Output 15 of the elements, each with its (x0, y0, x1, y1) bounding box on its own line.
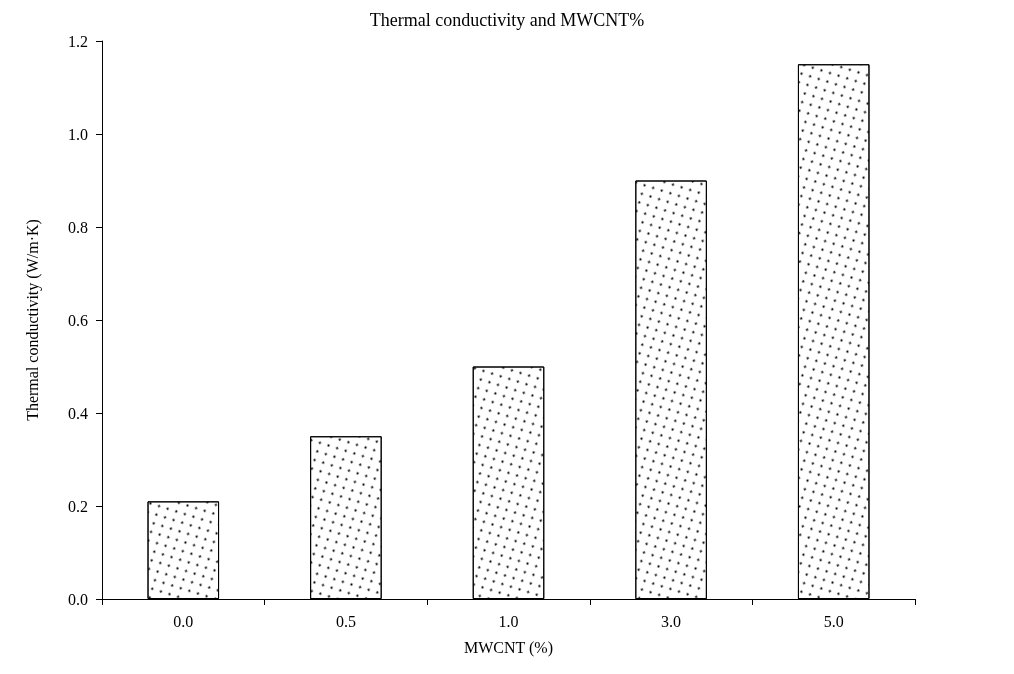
y-tick-label: 1.2 (68, 32, 88, 50)
x-tick-label: 1.0 (498, 612, 519, 630)
y-tick-label: 0.4 (68, 404, 88, 422)
x-axis-title: MWCNT (%) (463, 638, 554, 657)
x-tick-label: 5.0 (823, 612, 844, 630)
y-tick-label: 1.0 (68, 125, 88, 143)
x-tick-label: 0.0 (173, 612, 194, 630)
y-tick-label: 0.8 (68, 218, 88, 236)
y-tick-label: 0.2 (68, 497, 88, 515)
chart-title: Thermal conductivity and MWCNT% (369, 10, 645, 30)
y-tick-label: 0.0 (68, 590, 88, 608)
y-axis-title: Thermal conductivity (W/m·K) (23, 219, 42, 421)
x-tick-label: 0.5 (335, 612, 356, 630)
x-tick-label: 3.0 (661, 612, 682, 630)
y-tick-label: 0.6 (68, 311, 88, 329)
